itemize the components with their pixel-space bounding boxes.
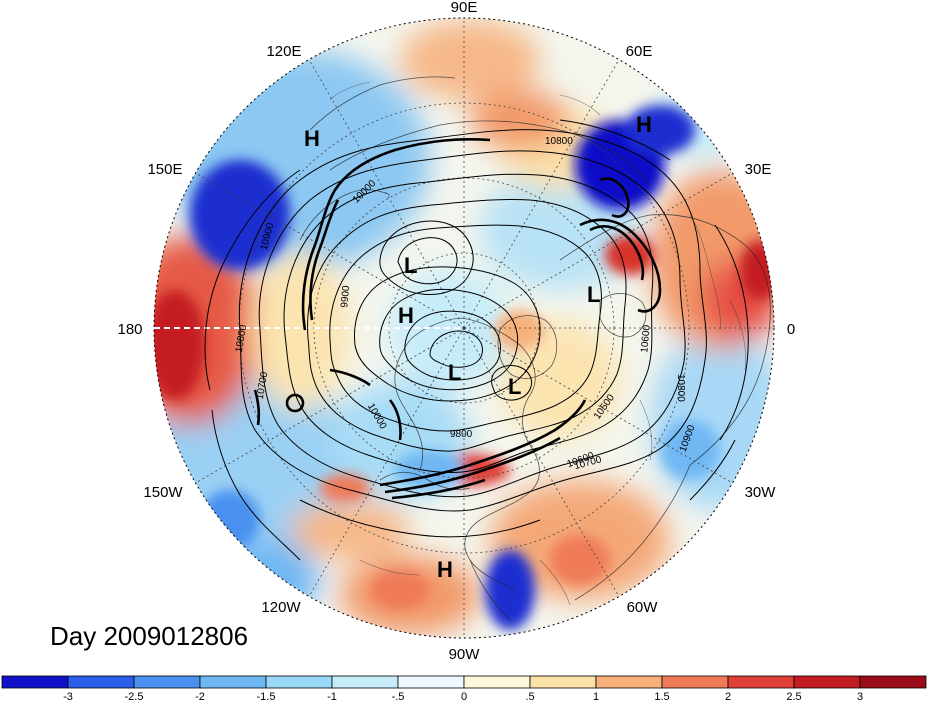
colorbar-swatch (727, 675, 795, 689)
high-marker: H (437, 557, 453, 582)
high-marker: H (304, 126, 320, 151)
contour-label: 10800 (234, 324, 250, 354)
high-marker: H (398, 303, 414, 328)
colorbar-tick-label: 1.5 (654, 691, 669, 702)
longitude-label-0: 0 (787, 321, 795, 338)
land-detail (329, 81, 746, 606)
longitude-label-30e: 30E (745, 161, 772, 178)
colorbar-tick-label: -1 (327, 691, 337, 702)
height-contours (204, 119, 749, 561)
contour-label: 9900 (339, 285, 352, 309)
colorbar-swatch (529, 675, 597, 689)
map-boundary (153, 17, 775, 639)
colorbar-tick-label: -.5 (392, 691, 405, 702)
colorbar-swatch (265, 675, 333, 689)
high-marker: H (636, 112, 652, 137)
longitude-label-60e: 60E (626, 43, 653, 60)
colorbar-tick-label: -1.5 (257, 691, 276, 702)
contour-label: 10800 (675, 374, 686, 402)
longitude-label-60w: 60W (627, 599, 659, 616)
colorbar-swatch (859, 675, 927, 689)
colorbar-swatch (331, 675, 399, 689)
longitude-label-150w: 150W (143, 484, 183, 501)
longitude-label-30w: 30W (745, 484, 777, 501)
pressure-systems: H H L H L L L H (304, 112, 652, 582)
colorbar-tick-label: .5 (525, 691, 534, 702)
colorbar-swatch (397, 675, 465, 689)
longitude-label-90w: 90W (449, 646, 481, 663)
longitude-label-120e: 120E (266, 43, 301, 60)
longitude-label-150e: 150E (147, 161, 182, 178)
colorbar-swatch (661, 675, 729, 689)
jet-contours (253, 138, 662, 500)
colorbar-swatch (67, 675, 135, 689)
colorbar-swatch (595, 675, 663, 689)
colorbar-swatch (463, 675, 531, 689)
longitude-label-180: 180 (117, 321, 142, 338)
contour-label: 10600 (639, 324, 652, 353)
colorbar-tick-label: 0 (461, 691, 467, 702)
colorbar-swatch (199, 675, 267, 689)
longitude-label-120w: 120W (261, 599, 301, 616)
longitude-label-90e: 90E (451, 0, 478, 16)
low-marker: L (587, 282, 600, 307)
contour-label: 10800 (545, 136, 573, 147)
low-marker: L (508, 374, 521, 399)
low-marker: L (404, 253, 417, 278)
colorbar-swatch (793, 675, 861, 689)
colorbar-tick-label: -2.5 (125, 691, 144, 702)
contour-label: 10700 (255, 371, 271, 401)
longitude-labels: 90E 60E 30E 0 30W 60W 90W 120W 150W 180 … (117, 0, 795, 663)
colorbar-tick-label: 2 (725, 691, 731, 702)
colorbar-tick-label: 2.5 (786, 691, 801, 702)
colorbar-tick-label: 1 (593, 691, 599, 702)
colorbar-tick-label: -2 (195, 691, 205, 702)
contour-label: 9800 (450, 429, 473, 440)
low-marker: L (448, 360, 461, 385)
colorbar-swatch (1, 675, 69, 689)
colorbar-tick-label: -3 (63, 691, 73, 702)
colorbar: -3 -2.5 -2 -1.5 -1 -.5 0 .5 1 1.5 2 2.5 3 (1, 675, 927, 702)
colorbar-swatch (133, 675, 201, 689)
colorbar-tick-label: 3 (857, 691, 863, 702)
day-label: Day 2009012806 (50, 621, 248, 651)
